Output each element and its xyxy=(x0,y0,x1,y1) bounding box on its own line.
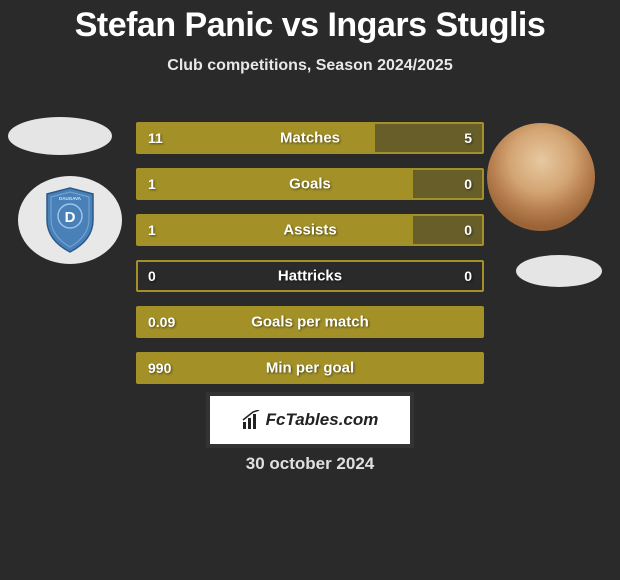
svg-text:D: D xyxy=(65,209,76,226)
stat-value-left: 0 xyxy=(148,268,156,284)
brand-badge[interactable]: FcTables.com xyxy=(206,392,414,448)
stat-label: Goals xyxy=(289,176,331,193)
stat-row: Min per goal 990 xyxy=(136,352,484,384)
stat-value-left: 1 xyxy=(148,176,156,192)
subtitle: Club competitions, Season 2024/2025 xyxy=(0,57,620,75)
stat-row: Hattricks 0 0 xyxy=(136,260,484,292)
stat-row: Goals 1 0 xyxy=(136,168,484,200)
player-left-avatar-placeholder xyxy=(8,117,112,155)
stat-value-left: 11 xyxy=(148,130,163,146)
stat-value-left: 0.09 xyxy=(148,314,175,330)
stat-value-right: 5 xyxy=(464,130,472,146)
stat-label: Matches xyxy=(280,130,340,147)
stat-value-left: 1 xyxy=(148,222,156,238)
svg-text:DAUGAVA: DAUGAVA xyxy=(59,196,82,201)
page-title: Stefan Panic vs Ingars Stuglis xyxy=(0,0,620,45)
shield-icon: D DAUGAVA xyxy=(43,186,97,254)
stat-row: Goals per match 0.09 xyxy=(136,306,484,338)
stat-row: Assists 1 0 xyxy=(136,214,484,246)
stat-row: Matches 11 5 xyxy=(136,122,484,154)
stat-value-right: 0 xyxy=(464,268,472,284)
stat-label: Hattricks xyxy=(278,268,342,285)
footer-date: 30 october 2024 xyxy=(0,454,620,474)
stats-bar-container: Matches115Goals10Assists10Hattricks00Goa… xyxy=(136,122,484,398)
stat-label: Assists xyxy=(283,222,336,239)
stat-bar-left xyxy=(138,170,413,198)
stat-value-left: 990 xyxy=(148,360,171,376)
stat-label: Min per goal xyxy=(266,360,354,377)
stat-value-right: 0 xyxy=(464,222,472,238)
brand-text: FcTables.com xyxy=(266,410,379,430)
player-right-avatar xyxy=(487,123,595,231)
stat-value-right: 0 xyxy=(464,176,472,192)
player-right-badge-placeholder xyxy=(516,255,602,287)
chart-icon xyxy=(242,410,262,430)
player-left-team-badge: D DAUGAVA xyxy=(18,176,122,264)
stat-bar-left xyxy=(138,216,413,244)
stat-label: Goals per match xyxy=(251,314,369,331)
